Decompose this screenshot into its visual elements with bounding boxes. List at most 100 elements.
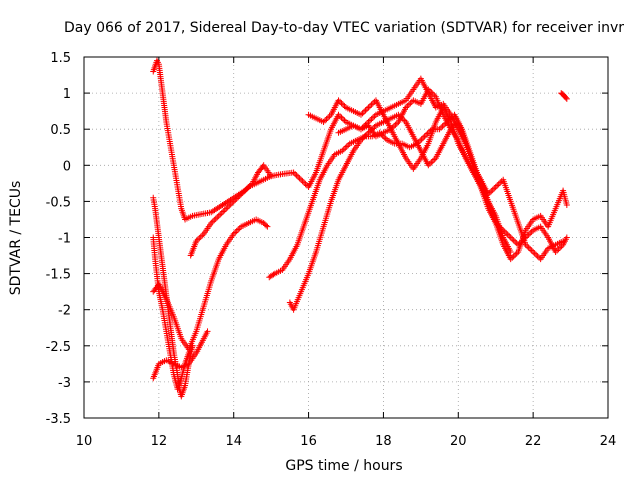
data-point-dense xyxy=(233,195,240,202)
data-point-dense xyxy=(360,134,367,141)
data-point xyxy=(425,162,432,169)
x-tick-labels: 10 12 14 16 18 20 22 24 xyxy=(76,434,617,449)
data-point-dense xyxy=(340,101,347,108)
data-point-dense xyxy=(366,103,373,110)
data-point-dense xyxy=(509,235,516,242)
data-point xyxy=(357,137,364,144)
data-point-dense xyxy=(426,87,433,94)
data-point xyxy=(563,234,570,241)
data-point-dense xyxy=(497,224,504,231)
data-point xyxy=(339,147,346,154)
x-tick-label: 16 xyxy=(300,434,317,449)
data-point-dense xyxy=(491,185,498,192)
data-point-dense xyxy=(562,94,569,101)
data-point-dense xyxy=(494,182,501,189)
data-point-dense xyxy=(229,199,236,206)
data-point-dense xyxy=(441,121,448,128)
data-point-dense xyxy=(512,251,519,258)
data-point xyxy=(492,220,499,227)
data-point-dense xyxy=(236,225,243,232)
data-point-dense xyxy=(476,175,483,182)
data-point-dense xyxy=(235,226,242,233)
data-point-dense xyxy=(292,170,299,177)
data-point-dense xyxy=(368,101,375,108)
data-point-dense xyxy=(362,107,369,114)
data-point-dense xyxy=(337,98,344,105)
y-tick-labels: -3.5 -3 -2.5 -2 -1.5 -1 -0.5 0 0.5 1 1.5 xyxy=(46,51,71,427)
series-sat-c xyxy=(150,234,196,393)
data-point xyxy=(492,183,499,190)
data-point-dense xyxy=(392,121,399,128)
data-point-dense xyxy=(525,231,532,238)
data-point-dense xyxy=(224,204,231,211)
y-tick-label: 0.5 xyxy=(50,123,71,138)
data-point-dense xyxy=(488,188,495,195)
data-point xyxy=(485,191,492,198)
data-point-dense xyxy=(381,134,388,141)
y-tick-label: -3.5 xyxy=(46,412,71,427)
data-point xyxy=(402,104,409,111)
data-point-dense xyxy=(239,189,246,196)
data-point xyxy=(268,173,275,180)
data-point-dense xyxy=(360,108,367,115)
data-point-dense xyxy=(533,251,540,258)
data-point xyxy=(560,238,567,245)
data-point xyxy=(238,191,245,198)
data-point-dense xyxy=(408,98,415,105)
data-point-dense xyxy=(524,233,531,240)
data-point xyxy=(552,248,559,255)
data-point-dense xyxy=(405,101,412,108)
data-point xyxy=(507,256,514,263)
y-tick-label: -3 xyxy=(58,376,71,391)
data-point-dense xyxy=(555,246,562,253)
data-point xyxy=(193,238,200,245)
data-point-dense xyxy=(214,214,221,221)
data-point-dense xyxy=(513,250,520,257)
data-point-dense xyxy=(363,131,370,138)
data-point-dense xyxy=(371,113,378,120)
y-tick-label: -1.5 xyxy=(46,268,71,283)
y-tick-label: 1.5 xyxy=(50,51,71,66)
series-sat-f xyxy=(187,173,275,259)
data-point-dense xyxy=(431,92,438,99)
data-point-dense xyxy=(263,222,270,229)
data-point xyxy=(290,169,297,176)
data-point-dense xyxy=(390,123,397,130)
x-tick-label: 18 xyxy=(375,434,392,449)
y-tick-label: -0.5 xyxy=(46,195,71,210)
data-point xyxy=(522,241,529,248)
data-point xyxy=(425,86,432,93)
data-point xyxy=(563,202,570,209)
data-point xyxy=(230,198,237,205)
data-point-dense xyxy=(241,188,248,195)
data-point-dense xyxy=(401,117,408,124)
x-tick-label: 24 xyxy=(600,434,617,449)
data-point-dense xyxy=(343,143,350,150)
data-point-dense xyxy=(429,90,436,97)
data-point-dense xyxy=(428,159,435,166)
data-point-dense xyxy=(452,121,459,128)
data-point-dense xyxy=(431,156,438,163)
data-point xyxy=(335,111,342,118)
data-point-dense xyxy=(296,175,303,182)
data-point xyxy=(421,133,428,140)
data-point xyxy=(320,118,327,125)
data-point-dense xyxy=(302,181,309,188)
data-point-dense xyxy=(554,247,561,254)
data-point xyxy=(357,111,364,118)
data-point-dense xyxy=(270,271,277,278)
data-point-dense xyxy=(227,201,234,208)
x-tick-label: 20 xyxy=(450,434,467,449)
data-point-dense xyxy=(534,253,541,260)
y-tick-label: 0 xyxy=(63,159,71,174)
data-point xyxy=(436,126,443,133)
data-point-dense xyxy=(338,114,345,121)
series-sat-a xyxy=(150,57,570,263)
data-point-dense xyxy=(199,232,206,239)
data-point-dense xyxy=(510,253,517,260)
data-point-dense xyxy=(439,123,446,130)
data-point xyxy=(204,328,211,335)
data-point xyxy=(365,104,372,111)
data-point-dense xyxy=(503,230,510,237)
